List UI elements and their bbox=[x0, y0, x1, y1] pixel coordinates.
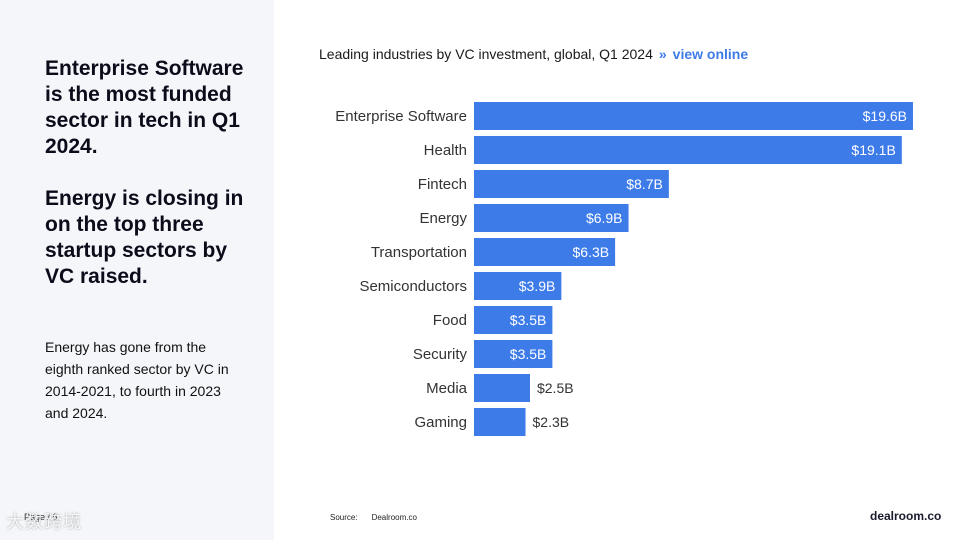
left-panel: Enterprise Software is the most funded s… bbox=[0, 0, 274, 540]
value-label: $3.5B bbox=[510, 346, 547, 362]
source-value: Dealroom.co bbox=[371, 513, 417, 522]
source-label: Source: bbox=[330, 513, 358, 522]
value-label: $8.7B bbox=[626, 176, 663, 192]
bar bbox=[474, 272, 562, 300]
body-text: Energy has gone from the eighth ranked s… bbox=[45, 339, 229, 421]
category-label: Media bbox=[426, 380, 468, 397]
source-note: Source: Dealroom.co bbox=[330, 513, 417, 522]
bar bbox=[474, 306, 553, 334]
value-label: $19.1B bbox=[851, 142, 895, 158]
view-online-link[interactable]: view online bbox=[672, 46, 749, 62]
value-label: $3.9B bbox=[519, 278, 556, 294]
category-label: Security bbox=[413, 346, 468, 363]
chart-title-text: Leading industries by VC investment, glo… bbox=[319, 46, 653, 62]
chevron-right-icon: » bbox=[658, 46, 667, 62]
bar bbox=[474, 408, 526, 436]
bar bbox=[474, 374, 530, 402]
headline-primary: Enterprise Software is the most funded s… bbox=[45, 57, 244, 158]
page-number: Page / 6 bbox=[24, 512, 58, 522]
headline: Enterprise Software is the most funded s… bbox=[45, 56, 260, 290]
bar bbox=[474, 170, 669, 198]
category-label: Energy bbox=[419, 210, 467, 227]
value-label: $3.5B bbox=[510, 312, 547, 328]
headline-secondary: Energy is closing in on the top three st… bbox=[45, 187, 244, 288]
category-label: Fintech bbox=[418, 176, 467, 193]
value-label: $6.3B bbox=[573, 244, 610, 260]
bar bbox=[474, 238, 616, 266]
bar bbox=[474, 136, 902, 164]
chart-title: Leading industries by VC investment, glo… bbox=[319, 46, 748, 62]
category-label: Enterprise Software bbox=[335, 108, 467, 125]
bar-chart: Enterprise Software $19.6B Health $19.1B Fin… bbox=[335, 102, 913, 436]
bar bbox=[474, 340, 553, 368]
brand-logo: dealroom.co bbox=[870, 509, 942, 523]
category-label: Transportation bbox=[371, 244, 467, 261]
category-label: Gaming bbox=[414, 414, 467, 431]
value-label: $6.9B bbox=[586, 210, 623, 226]
bar bbox=[474, 102, 913, 130]
category-label: Health bbox=[424, 142, 467, 159]
category-label: Food bbox=[433, 312, 467, 329]
category-label: Semiconductors bbox=[359, 278, 467, 295]
value-label: $19.6B bbox=[863, 108, 907, 124]
bar bbox=[474, 204, 629, 232]
watermark: 大数跨境 bbox=[6, 512, 82, 532]
value-label: $2.5B bbox=[537, 380, 574, 396]
value-label: $2.3B bbox=[533, 414, 570, 430]
